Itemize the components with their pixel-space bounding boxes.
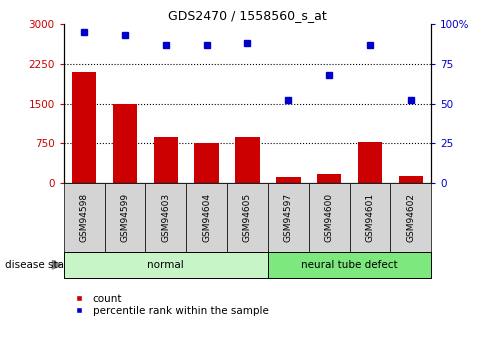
Text: GSM94602: GSM94602	[406, 193, 416, 242]
Legend: count, percentile rank within the sample: count, percentile rank within the sample	[69, 294, 269, 316]
Bar	[235, 137, 260, 183]
Bar	[195, 142, 219, 183]
Bar	[276, 177, 300, 183]
Bar	[398, 176, 423, 183]
Text: GSM94599: GSM94599	[121, 193, 129, 242]
Text: GSM94600: GSM94600	[324, 193, 334, 242]
Text: GSM94605: GSM94605	[243, 193, 252, 242]
Text: GSM94604: GSM94604	[202, 193, 211, 242]
Text: GSM94603: GSM94603	[161, 193, 171, 242]
Text: normal: normal	[147, 260, 184, 270]
Bar	[358, 141, 382, 183]
Text: disease state: disease state	[5, 260, 74, 270]
Bar	[153, 137, 178, 183]
Text: neural tube defect: neural tube defect	[301, 260, 398, 270]
Text: GSM94601: GSM94601	[366, 193, 374, 242]
Title: GDS2470 / 1558560_s_at: GDS2470 / 1558560_s_at	[168, 9, 327, 22]
Text: GSM94597: GSM94597	[284, 193, 293, 242]
Polygon shape	[52, 260, 61, 269]
Bar	[113, 104, 137, 183]
Bar	[317, 174, 342, 183]
Text: GSM94598: GSM94598	[79, 193, 89, 242]
Bar	[72, 72, 97, 183]
